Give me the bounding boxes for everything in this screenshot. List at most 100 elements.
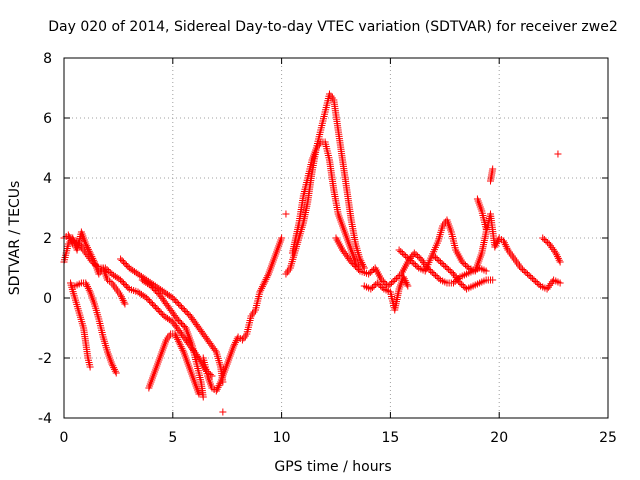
data-point: [174, 337, 182, 345]
data-point: [263, 274, 271, 282]
data-point: [554, 150, 562, 158]
data-point: [418, 257, 426, 265]
data-point: [432, 272, 440, 279]
data-point: [84, 244, 92, 252]
data-point: [350, 261, 358, 269]
data-point: [153, 288, 161, 296]
data-point: [278, 234, 286, 242]
data-point: [402, 278, 410, 286]
data-point: [433, 255, 441, 263]
data-point: [438, 260, 446, 267]
data-point: [389, 278, 397, 285]
data-point: [154, 306, 162, 314]
data-point: [173, 334, 181, 342]
data-point: [448, 269, 456, 276]
data-point: [110, 364, 118, 372]
data-point: [215, 382, 223, 390]
data-point: [367, 285, 375, 293]
data-point: [417, 255, 425, 263]
series-track-o: [395, 210, 564, 293]
data-point: [459, 282, 467, 290]
data-point: [178, 320, 186, 327]
data-point: [491, 243, 499, 251]
data-point: [461, 261, 469, 269]
data-point: [118, 278, 126, 285]
data-point: [456, 279, 464, 287]
data-point: [172, 297, 180, 305]
data-point: [199, 393, 207, 401]
data-point: [157, 309, 165, 317]
data-point: [85, 286, 93, 294]
data-point: [86, 363, 94, 371]
data-point: [232, 337, 240, 345]
data-point: [175, 339, 183, 347]
data-point: [83, 251, 91, 259]
data-point: [261, 277, 269, 285]
data-point: [492, 241, 500, 249]
data-point: [258, 283, 266, 291]
series-track-t: [554, 150, 562, 158]
data-point: [146, 297, 154, 305]
data-point: [147, 299, 155, 306]
x-tick-label: 15: [381, 430, 399, 446]
data-point: [482, 267, 490, 275]
data-point: [548, 244, 556, 252]
data-point: [403, 280, 411, 288]
data-point: [377, 282, 385, 290]
data-point: [122, 282, 130, 290]
data-point: [88, 258, 96, 266]
data-point: [368, 267, 376, 275]
data-point: [120, 298, 128, 306]
data-point: [170, 296, 178, 303]
data-point: [370, 282, 378, 290]
data-point: [195, 390, 203, 398]
data-point: [256, 288, 264, 296]
data-point: [109, 362, 117, 370]
series-track-i: [219, 408, 227, 416]
data-point: [66, 235, 74, 243]
series-track-r: [486, 165, 497, 185]
x-tick-label: 10: [273, 430, 291, 446]
data-point: [64, 231, 72, 239]
data-point: [411, 261, 419, 269]
data-point: [148, 300, 156, 308]
data-point: [435, 275, 443, 282]
series-track-j: [282, 210, 290, 218]
data-point: [356, 255, 364, 263]
marks-layer: [60, 90, 564, 416]
data-point: [103, 266, 111, 273]
data-point: [391, 276, 399, 284]
data-point: [530, 276, 538, 284]
data-point: [428, 269, 436, 276]
series-track-m: [332, 234, 490, 290]
data-point: [544, 283, 552, 291]
data-point: [556, 258, 564, 266]
data-point: [212, 387, 220, 395]
data-point: [430, 270, 438, 278]
data-point: [230, 342, 238, 350]
data-point: [500, 239, 508, 247]
data-point: [432, 254, 440, 261]
data-point: [183, 309, 191, 317]
data-point: [176, 318, 184, 326]
data-point: [463, 263, 471, 270]
series-track-c: [71, 279, 120, 377]
data-point: [349, 260, 357, 267]
data-point: [400, 251, 408, 258]
data-point: [453, 275, 461, 283]
data-point: [458, 258, 466, 266]
data-point: [543, 285, 551, 293]
data-point: [549, 245, 557, 253]
series-track-b: [67, 279, 94, 371]
data-point: [144, 296, 152, 303]
data-point: [373, 279, 381, 287]
data-point: [110, 365, 118, 373]
data-point: [402, 252, 410, 260]
data-point: [92, 261, 100, 269]
data-point: [445, 266, 453, 273]
series-track-s: [539, 234, 564, 266]
data-point: [179, 346, 187, 354]
data-point: [522, 269, 530, 276]
data-point: [119, 296, 127, 304]
data-point: [112, 369, 120, 377]
